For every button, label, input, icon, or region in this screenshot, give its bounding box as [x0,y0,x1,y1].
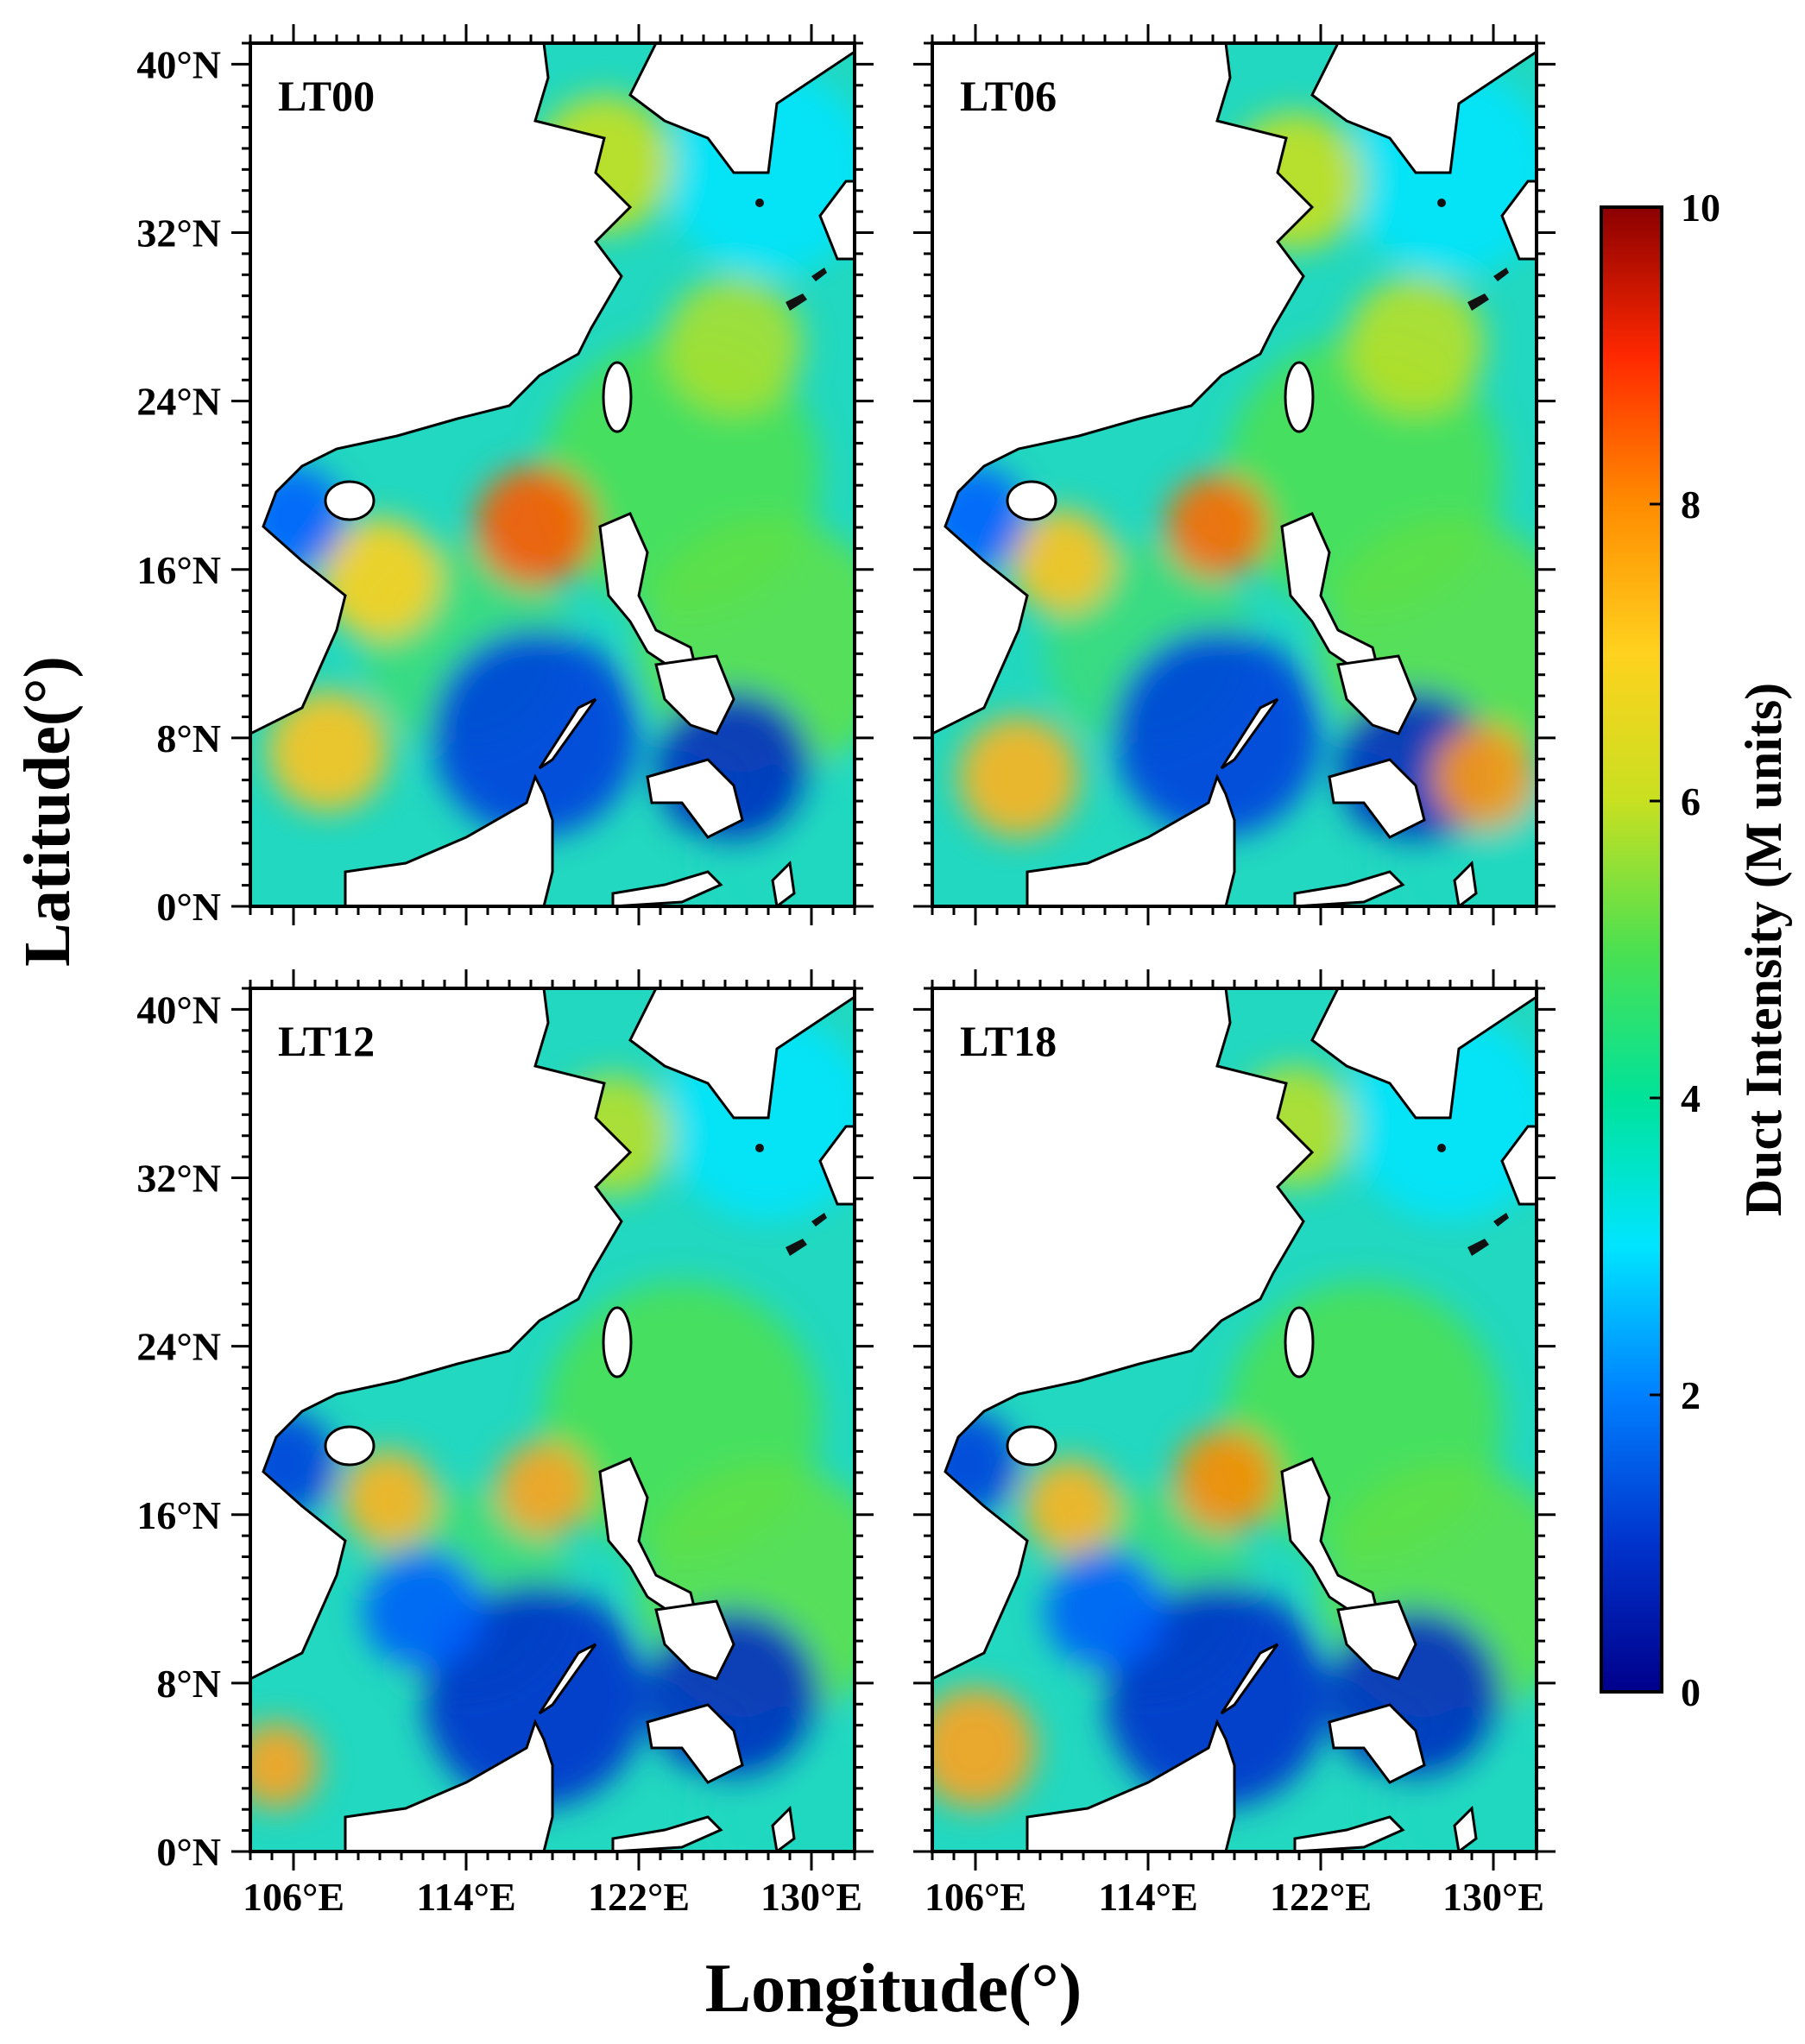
panel-label: LT12 [278,1017,375,1065]
y-axis-label: Latitude(°) [11,656,84,967]
y-tick-label: 0°N [156,1830,221,1874]
map-panel: 106°E 114°E 122°E 130°E LT18 [913,969,1556,1919]
x-tick-label: 122°E [588,1875,690,1919]
map-panel: 40°N 32°N 24°N 16°N 8°N 0°N 106°E 114°E 122°E 130… [136,969,874,1919]
intensity-blob [268,691,388,811]
y-tick-label: 16°N [136,548,221,592]
map-field [932,988,1537,1852]
intensity-blobs [932,69,1537,906]
map-panels: 40°N 32°N 24°N 16°N 8°N 0°N LT00 LT06 40°N 32°N 24… [136,24,1556,1919]
intensity-blob [475,466,596,587]
intensity-blob [665,276,803,414]
panel-label: LT00 [278,72,375,120]
map-panel: 40°N 32°N 24°N 16°N 8°N 0°N LT00 [136,24,874,929]
colorbar-ticks: 0 2 4 6 8 10 [1650,186,1720,1714]
panel-label: LT06 [960,72,1057,120]
x-tick-label: 114°E [416,1875,516,1919]
colorbar-tick-label: 10 [1681,186,1720,230]
intensity-blob [1114,630,1321,837]
x-tick-label: 106°E [925,1875,1026,1919]
minor-ticks [231,24,874,925]
colorbar-tick-label: 4 [1681,1076,1701,1120]
map-panel: LT06 [913,24,1556,925]
map-field [250,988,855,1852]
y-tick-label: 32°N [136,211,221,256]
colorbar-label: Duct Intensity (M units) [1735,683,1792,1216]
y-tick-label: 40°N [136,987,221,1031]
x-tick-label: 122°E [1270,1875,1372,1919]
colorbar-bar [1600,205,1663,1694]
y-tick-label: 40°N [136,42,221,86]
x-tick-label: 130°E [1442,1875,1544,1919]
intensity-blob [932,1688,1036,1808]
intensity-blob [1174,1429,1278,1532]
colorbar: 0 2 4 6 8 10 Duct Intensity (M units) [1600,186,1792,1714]
intensity-blob [1105,1584,1329,1808]
minor-ticks [913,24,1556,925]
intensity-blob [958,716,1079,837]
intensity-blob [250,1722,319,1808]
y-tick-label: 32°N [136,1157,221,1201]
intensity-blob [1433,725,1537,829]
intensity-blob [1347,276,1485,414]
x-tick-label: 130°E [760,1875,862,1919]
y-tick-label: 24°N [136,380,221,424]
colorbar-tick-label: 2 [1681,1373,1701,1417]
y-tick-label: 8°N [156,716,221,760]
intensity-blob [432,630,639,837]
map-field [250,43,855,906]
colorbar-tick-label: 8 [1681,483,1701,527]
map-field [932,43,1537,906]
intensity-blob [1010,509,1114,613]
x-tick-label: 114°E [1098,1875,1198,1919]
intensity-blob [341,1450,436,1545]
intensity-blob [1165,475,1269,578]
x-tick-label: 106°E [243,1875,344,1919]
minor-ticks [913,969,1556,1871]
minor-ticks [231,969,874,1871]
intensity-blob [363,1549,483,1670]
intensity-blob [423,1584,647,1808]
intensity-blob [1045,1549,1165,1670]
intensity-blob [319,518,440,639]
intensity-blob [1023,1459,1118,1554]
colorbar-tick-label: 0 [1681,1670,1701,1714]
x-axis-label: Longitude(°) [705,1951,1082,2027]
intensity-blob [496,1442,591,1536]
y-tick-label: 24°N [136,1325,221,1369]
y-tick-label: 16°N [136,1493,221,1537]
y-tick-label: 0°N [156,885,221,929]
panel-label: LT18 [960,1017,1057,1065]
y-tick-label: 8°N [156,1662,221,1706]
colorbar-tick-label: 6 [1681,779,1701,823]
